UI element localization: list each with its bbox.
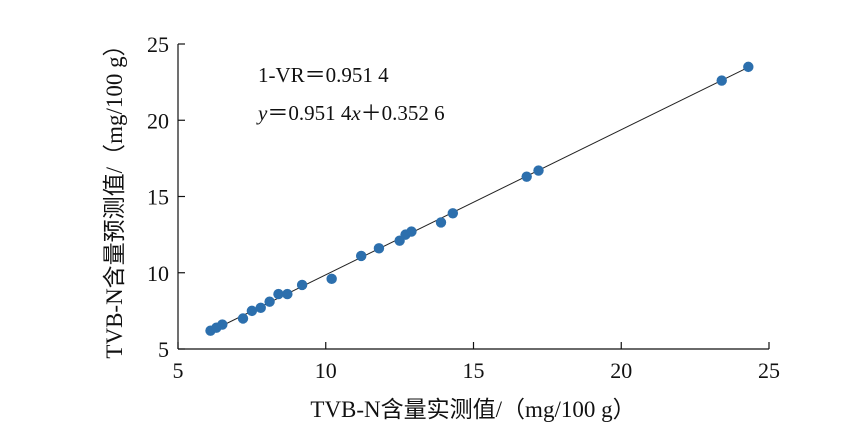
data-point [435,217,447,228]
x-ticks: 5 10 15 20 25 [173,342,780,383]
data-point [533,165,544,176]
data-point [743,61,754,73]
data-point [282,288,293,300]
y-tick-label: 20 [147,108,169,133]
x-tick-label: 20 [610,358,632,383]
y-axis: 5 10 15 20 25 [147,32,185,362]
data-point [273,288,284,300]
data-point [246,305,258,317]
data-points [205,61,754,336]
y-tick-label: 5 [158,337,169,362]
data-point [447,208,459,219]
data-point [521,171,532,182]
x-tick-label: 5 [173,358,184,383]
x-tick-label: 25 [758,358,780,383]
data-point [373,243,385,254]
data-point [237,313,249,324]
data-point [326,273,337,285]
data-point [255,302,266,314]
y-axis-label: TVB-N含量预测值/（mg/100 g） [102,33,127,358]
y-tick-label: 25 [147,32,169,57]
y-tick-label: 10 [147,261,169,286]
data-point [296,279,308,291]
equation-x-var: x [350,101,361,125]
data-point [264,296,275,307]
x-axis-label: TVB-N含量实测值/（mg/100 g） [310,397,635,422]
equation-intercept: ＋0.352 6 [361,101,445,125]
equation-y-var: y [256,101,268,125]
data-point [406,226,417,237]
y-ticks: 5 10 15 20 25 [147,32,185,362]
x-axis: 5 10 15 20 25 [173,342,780,383]
annotation-r2: 1-VR＝0.951 4 [258,63,389,87]
annotation-equation: y＝0.951 4x＋0.352 6 [256,101,445,125]
equation-slope: ＝0.951 4 [267,101,351,125]
data-point [716,75,727,86]
x-tick-label: 15 [463,358,485,383]
data-point [217,319,228,330]
x-tick-label: 10 [315,358,337,383]
data-point [356,250,367,262]
y-tick-label: 15 [147,185,169,210]
